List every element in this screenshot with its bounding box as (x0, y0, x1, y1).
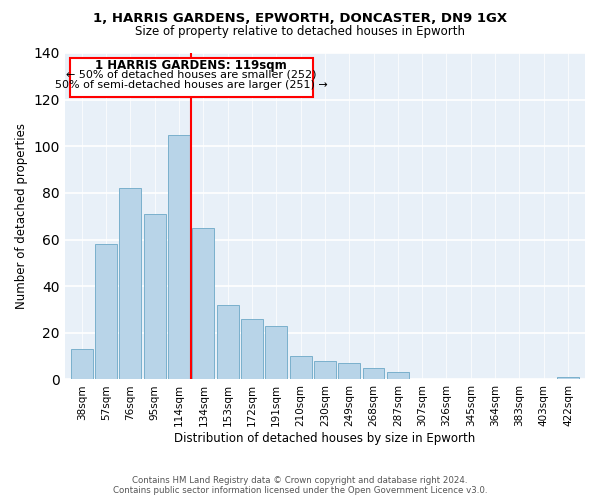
Bar (314, 361, 336, 380)
Bar (95, 244, 117, 380)
Bar (265, 326, 287, 380)
Bar (557, 377, 579, 380)
Bar (241, 319, 263, 380)
Text: 1, HARRIS GARDENS, EPWORTH, DONCASTER, DN9 1GX: 1, HARRIS GARDENS, EPWORTH, DONCASTER, D… (93, 12, 507, 26)
Y-axis label: Number of detached properties: Number of detached properties (15, 123, 28, 309)
Bar (71, 349, 93, 380)
Text: 50% of semi-detached houses are larger (251) →: 50% of semi-detached houses are larger (… (55, 80, 328, 90)
Bar (217, 305, 239, 380)
Text: Size of property relative to detached houses in Epworth: Size of property relative to detached ho… (135, 25, 465, 38)
Text: Contains HM Land Registry data © Crown copyright and database right 2024.
Contai: Contains HM Land Registry data © Crown c… (113, 476, 487, 495)
Bar (362, 368, 385, 380)
Bar (168, 134, 190, 380)
Bar (119, 188, 142, 380)
Text: ← 50% of detached houses are smaller (252): ← 50% of detached houses are smaller (25… (66, 70, 316, 80)
Bar (387, 372, 409, 380)
Bar (338, 363, 360, 380)
Bar (144, 214, 166, 380)
X-axis label: Distribution of detached houses by size in Epworth: Distribution of detached houses by size … (174, 432, 476, 445)
Bar (193, 228, 214, 380)
Bar (290, 356, 311, 380)
Text: 1 HARRIS GARDENS: 119sqm: 1 HARRIS GARDENS: 119sqm (95, 59, 287, 72)
FancyBboxPatch shape (70, 58, 313, 98)
